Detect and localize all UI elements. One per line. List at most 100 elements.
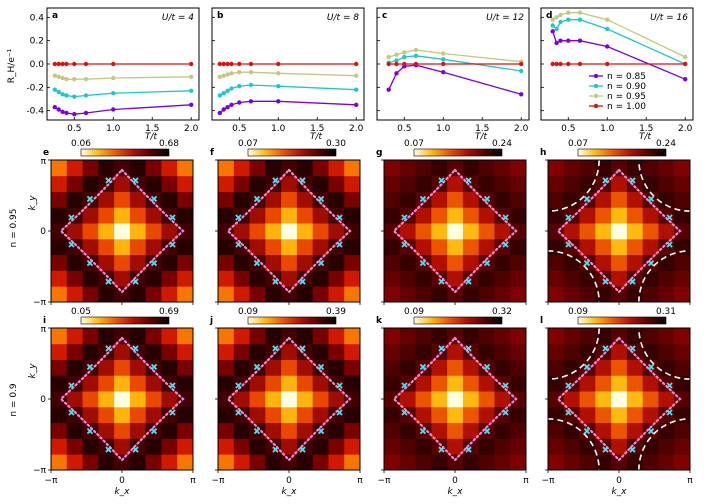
heatmap-cell [129, 328, 147, 345]
data-point [413, 53, 419, 59]
heatmap-cell [233, 454, 250, 470]
zero-marker [565, 409, 572, 416]
heatmap-cell [249, 454, 266, 470]
heatmap-cell [145, 438, 162, 455]
zero-marker [647, 259, 655, 267]
heatmap-cell [344, 391, 360, 408]
heatmap-cell [161, 454, 178, 470]
heatmap-cell [447, 422, 464, 439]
heatmap-cell [265, 328, 282, 345]
heatmap-cell [384, 175, 401, 192]
heatmap-cell [265, 454, 282, 470]
heatmap-cell [510, 160, 526, 177]
heatmap-cell [328, 175, 345, 192]
zero-marker [336, 241, 343, 248]
zero-marker [602, 278, 609, 285]
heatmap-cell [114, 454, 131, 470]
colorbar [413, 316, 503, 325]
heatmap-cell [658, 238, 675, 256]
heatmap-cell [674, 238, 690, 256]
heatmap-cell [658, 191, 675, 208]
heatmap-cell [177, 343, 193, 360]
x-axis-label: T/t [639, 132, 652, 142]
heatmap-cell [281, 238, 298, 256]
heatmap-cell [579, 438, 596, 455]
heatmap-cell [51, 160, 68, 177]
heatmap-cell [98, 328, 115, 345]
heatmap-cell [328, 422, 345, 439]
heatmap-cell [415, 375, 432, 392]
heatmap-cell [415, 223, 432, 240]
heatmap-cell [114, 254, 131, 271]
heatmap-cell [66, 175, 83, 192]
heatmap-cell [161, 223, 178, 240]
heatmap-cell [563, 175, 580, 192]
zero-marker [401, 241, 408, 248]
zero-marker [465, 177, 472, 184]
heatmap-cell [447, 207, 464, 224]
heatmap-cell [431, 422, 448, 439]
heatmap-cell [642, 438, 659, 455]
heatmap-cell [431, 223, 448, 240]
zero-marker [483, 363, 491, 371]
heatmap-cell [129, 207, 147, 224]
kx-axis-label: k_x [447, 487, 463, 497]
heatmap-cell [447, 286, 464, 302]
annotation-u-over-t: U/t = 4 [162, 13, 194, 23]
zero-markers [565, 345, 673, 453]
heatmap-cell [281, 454, 298, 470]
heatmap-cell [161, 175, 178, 192]
panel-letter: d [546, 11, 552, 21]
heatmap-cell [129, 454, 147, 470]
x-tick-label-pi: π [687, 476, 693, 486]
data-point [683, 76, 688, 82]
heatmap-cell [563, 343, 580, 360]
heatmap-cell [296, 422, 314, 439]
x-axis-label: T/t [145, 132, 158, 142]
heatmap-cell [494, 422, 511, 439]
heatmap-cell [431, 191, 448, 208]
heatmap-cell [51, 238, 68, 256]
heatmap-cell [384, 375, 401, 392]
heatmap-cell [66, 270, 83, 287]
heatmap-cell [281, 160, 298, 177]
heatmap-cell [510, 191, 526, 208]
heatmap-cell [579, 328, 596, 345]
heatmap-cell [431, 454, 448, 470]
data-point [225, 88, 230, 94]
heatmap-cell [296, 454, 314, 470]
zero-marker [272, 278, 279, 285]
heatmap-cell [674, 175, 690, 192]
kx-axis-label: k_x [114, 487, 130, 497]
heatmap-cell [674, 286, 690, 302]
heatmap-panel-k: 0.09 0.32 k −π 0 π k_x [376, 307, 529, 497]
data-point [189, 74, 194, 80]
heatmap-cell [161, 438, 178, 455]
heatmap-cell [548, 359, 565, 376]
data-point [237, 69, 242, 75]
zero-marker [666, 241, 673, 248]
heatmap-cell [328, 286, 345, 302]
heatmap-cell [312, 343, 329, 360]
heatmap-cell [595, 223, 612, 240]
heatmap-cell [233, 254, 250, 271]
heatmap-cell [658, 175, 675, 192]
x-tick-label-pi: π [523, 476, 529, 486]
line-panel-a: 0.5 1.0 1.5 2.0 -0.4 -0.2 0.0 0.2 0.4 T/t a U/t = 4 [26, 7, 200, 142]
heatmap-cell [674, 328, 690, 345]
data-point [111, 90, 116, 96]
heatmap-cell [51, 191, 68, 208]
heatmap-cell [218, 328, 235, 345]
heatmap-cell [98, 223, 115, 240]
heatmap-cell [494, 160, 511, 177]
line-panel-c: 0.5 1.0 1.5 2.0 T/t c U/t = 12 [376, 7, 530, 142]
data-point [72, 61, 77, 67]
heatmap-cell [510, 375, 526, 392]
zero-marker [629, 278, 636, 285]
data-point [72, 76, 77, 82]
heatmap-cell [281, 286, 298, 302]
heatmap-cell [510, 270, 526, 287]
heatmap-cell [642, 238, 659, 256]
heatmap-cell [399, 175, 416, 192]
heatmap-cell [161, 422, 178, 439]
